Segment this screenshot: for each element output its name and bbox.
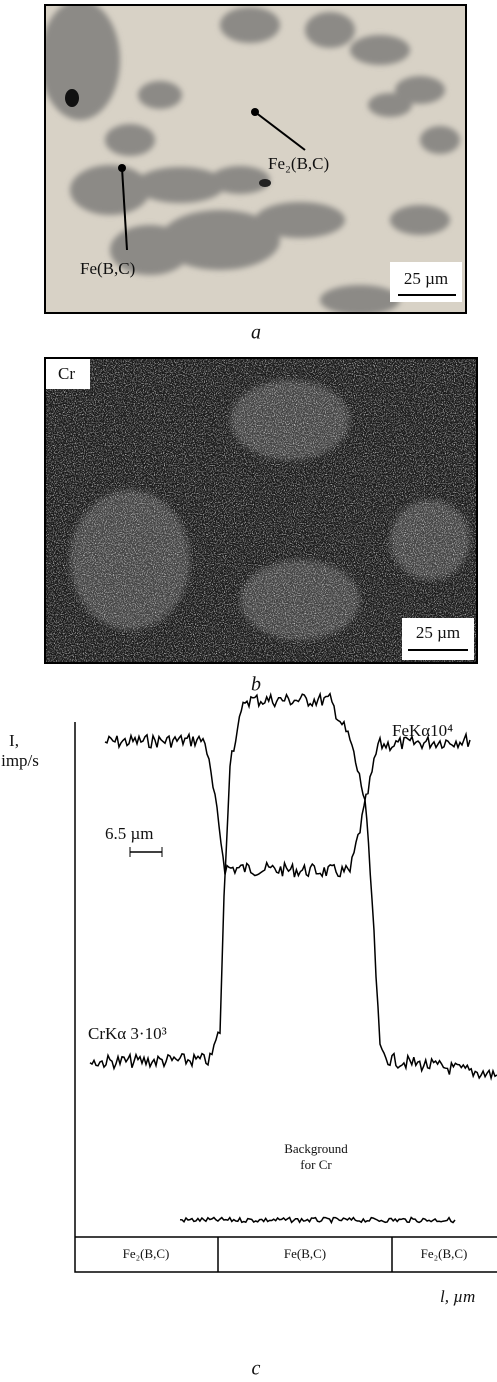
element-label: Cr bbox=[58, 364, 75, 383]
curve bbox=[89, 691, 497, 1082]
curve bbox=[104, 731, 471, 879]
caption: a bbox=[251, 322, 261, 344]
annotation: for Cr bbox=[300, 1157, 332, 1172]
y-label: imp/s bbox=[1, 751, 39, 770]
caption: b bbox=[251, 674, 261, 696]
curve bbox=[179, 1216, 456, 1225]
phase-label: Fe₂(B,C) bbox=[421, 1246, 468, 1261]
phase-label: Fe₂(B,C) bbox=[123, 1246, 170, 1261]
micrograph-a bbox=[45, 5, 466, 313]
curve-label: CrKα 3·10³ bbox=[88, 1024, 167, 1043]
x-label: l, µm bbox=[440, 1287, 475, 1306]
annotation: Background bbox=[284, 1141, 348, 1156]
scale-label: 25 µm bbox=[416, 623, 460, 642]
scale-label: 6.5 µm bbox=[105, 824, 154, 843]
scale-label: 25 µm bbox=[404, 269, 448, 288]
micrograph-b bbox=[45, 358, 477, 663]
phase-label: Fe(B,C) bbox=[80, 259, 135, 278]
phase-label: Fe₂(B,C) bbox=[268, 154, 329, 173]
caption: c bbox=[252, 1358, 261, 1380]
phase-label: Fe(B,C) bbox=[284, 1246, 326, 1261]
line-scan-curves bbox=[89, 691, 497, 1225]
curve-label: FeKα10⁴ bbox=[392, 721, 453, 740]
y-label: I, bbox=[9, 731, 19, 750]
